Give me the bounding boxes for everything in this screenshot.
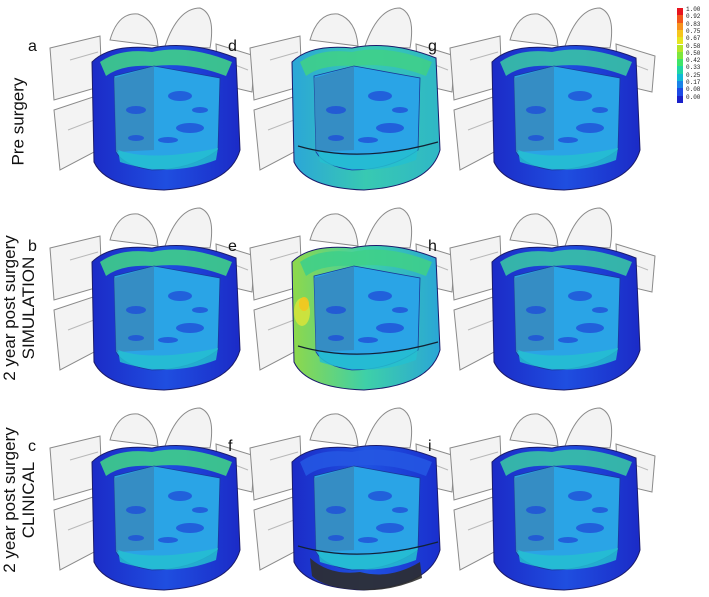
panel-letter: c: [28, 438, 36, 455]
colorbar-swatch: [677, 37, 683, 45]
panel-letter: a: [28, 38, 37, 55]
panel-letter: f: [228, 438, 233, 455]
panel-c: c: [28, 400, 270, 596]
colorbar-tick-label: 0.75: [686, 27, 701, 35]
panel-illustration: [249, 207, 456, 391]
panel-illustration: [449, 207, 656, 391]
panel-f: f: [228, 400, 470, 596]
colorbar-swatch: [677, 51, 683, 60]
colorbar-swatch: [677, 8, 683, 16]
panel-illustration: [249, 7, 456, 191]
colorbar-swatch: [677, 81, 683, 89]
vertebral-body-model: [291, 45, 441, 191]
panel-b: b: [28, 200, 270, 396]
panel-letter: g: [428, 38, 437, 55]
colorbar-swatch: [677, 95, 683, 103]
panel-illustration: [49, 407, 256, 591]
vertebra-bone: [249, 7, 456, 171]
colorbar-tick-label: 0.92: [686, 13, 701, 21]
vertebral-body-model: [491, 245, 641, 391]
colorbar-swatch: [677, 44, 683, 52]
vertebra-bone: [49, 7, 256, 171]
vertebral-body-model: [491, 445, 641, 591]
colorbar-tick-label: 0.50: [686, 49, 701, 57]
vertebral-body-model: [491, 45, 641, 191]
panel-i: i: [428, 400, 670, 596]
colorbar-tick-label: 0.08: [686, 86, 701, 94]
panel-letter: i: [428, 438, 432, 455]
panel-illustration: [49, 7, 256, 191]
panel-d: d: [228, 0, 470, 196]
colorbar-swatch: [677, 73, 683, 81]
panel-letter: h: [428, 238, 437, 255]
panel-g: g: [428, 0, 670, 196]
vertebral-body-model: [291, 245, 441, 391]
colorbar-swatch: [677, 59, 683, 67]
vertebral-body-model: [91, 445, 241, 591]
colorbar-tick-label: 0.58: [686, 42, 701, 50]
colorbar-tick-label: 1.00: [686, 6, 701, 13]
panel-illustration: [49, 207, 256, 391]
panel-letter: b: [28, 238, 37, 255]
colorbar-tick-label: 0.33: [686, 64, 701, 72]
panel-h: h: [428, 200, 670, 396]
colorbar-swatch: [677, 66, 683, 74]
panel-letter: e: [228, 238, 237, 255]
colorbar-swatch: [677, 29, 683, 38]
vertebral-body-model: [91, 45, 241, 191]
panel-illustration: [249, 407, 456, 591]
colorbar-tick-label: 0.25: [686, 71, 701, 79]
row-label-line: 2 year post surgery: [0, 427, 19, 573]
colorbar-swatch: [677, 22, 683, 30]
colorbar-swatch: [677, 15, 683, 23]
colorbar-tick-label: 0.83: [686, 20, 701, 28]
vertebral-body-model: [91, 245, 241, 391]
row-label-pre-surgery: Pre surgery: [9, 62, 28, 182]
vertebral-body-model: [291, 445, 441, 591]
panel-a: a: [28, 0, 270, 196]
colorbar-tick-label: 0.67: [686, 35, 701, 43]
panel-letter: d: [228, 38, 237, 55]
panel-illustration: [449, 407, 656, 591]
row-label-line: Pre surgery: [8, 77, 28, 166]
colorbar-swatch: [677, 88, 683, 96]
colorbar-tick-label: 0.42: [686, 57, 701, 65]
panel-illustration: [449, 7, 656, 191]
vertebra-bone: [49, 407, 256, 571]
colorbar-tick-label: 0.00: [686, 93, 701, 101]
colorbar-tick-label: 0.17: [686, 79, 701, 86]
panel-e: e: [228, 200, 470, 396]
row-label-line: 2 year post surgery: [0, 235, 19, 381]
